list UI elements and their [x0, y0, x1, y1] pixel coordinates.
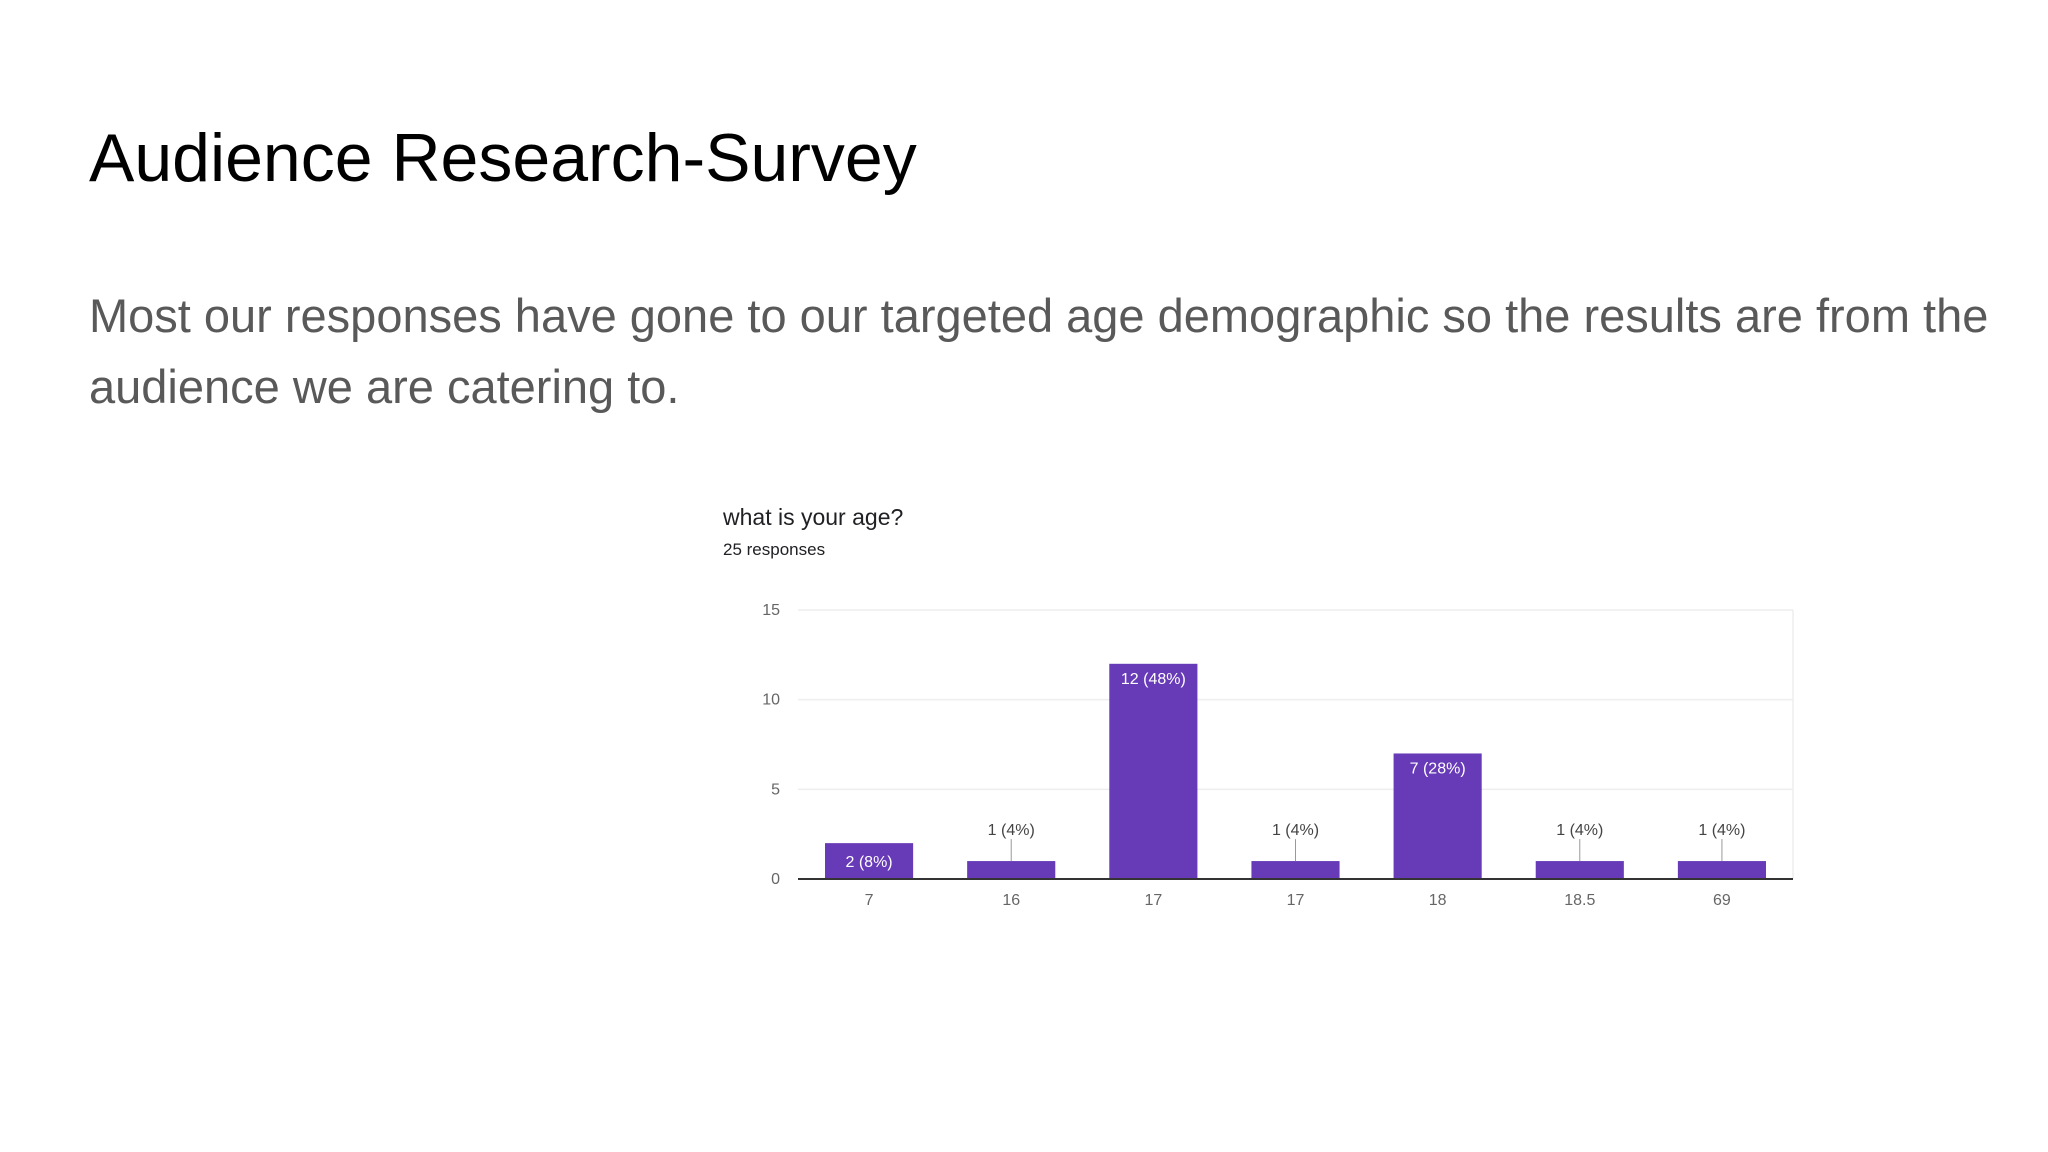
bar [1393, 753, 1482, 879]
x-tick-label: 69 [1713, 892, 1731, 909]
bar [1535, 861, 1624, 879]
slide-body-text: Most our responses have gone to our targ… [89, 289, 1989, 413]
chart-title: what is your age? [723, 504, 904, 530]
bar [825, 843, 914, 879]
y-tick-label: 15 [762, 602, 780, 619]
data-label: 12 (48%) [1121, 671, 1186, 688]
chart-plot: 0 5 10 15 2 (8%) 7 1 (4%) 16 12 (48%) 17 1 (4%) 17 7… [762, 602, 1794, 909]
chart-subtitle: 25 responses [723, 540, 826, 559]
slide-title: Audience Research-Survey [89, 120, 917, 196]
x-tick-label: 17 [1287, 892, 1305, 909]
x-tick-label: 17 [1144, 892, 1162, 909]
bar [1251, 861, 1340, 879]
x-tick-label: 18.5 [1564, 892, 1595, 909]
x-tick-label: 16 [1002, 892, 1020, 909]
bar [1677, 861, 1766, 879]
y-tick-label: 5 [771, 781, 780, 798]
data-label: 1 (4%) [1272, 822, 1319, 839]
data-label: 1 (4%) [1556, 822, 1603, 839]
bar [967, 861, 1056, 879]
data-label: 1 (4%) [988, 822, 1035, 839]
y-tick-label: 10 [762, 692, 780, 709]
age-bar-chart: what is your age? 25 responses 0 5 10 15 2 (… [705, 490, 1825, 930]
bar [1109, 663, 1198, 879]
y-tick-label: 0 [771, 871, 780, 888]
x-tick-label: 7 [865, 892, 874, 909]
data-label: 2 (8%) [846, 854, 893, 871]
data-label: 1 (4%) [1698, 822, 1745, 839]
x-tick-label: 18 [1429, 892, 1447, 909]
data-label: 7 (28%) [1410, 760, 1466, 777]
